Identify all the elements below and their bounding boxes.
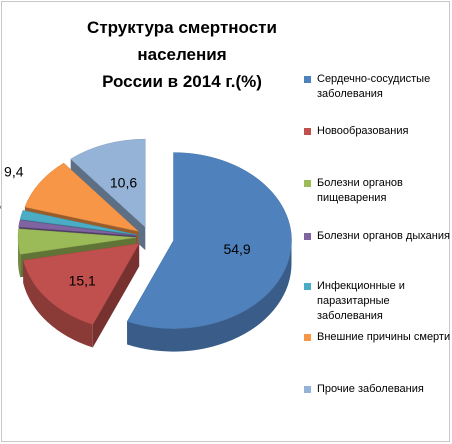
pie-slice-top-digestive xyxy=(17,228,137,255)
legend-label-respiratory: Болезни органов дыхания xyxy=(317,230,450,242)
chart-title-line-2: России в 2014 г.(%) xyxy=(102,72,262,91)
legend-swatch-neoplasms xyxy=(304,128,311,135)
data-label-external: 9,4 xyxy=(4,164,24,180)
legend-swatch-infectious xyxy=(304,283,311,290)
pie-slice-cardiovascular xyxy=(126,152,292,352)
data-label-infectious: 1,6 xyxy=(0,197,1,213)
legend-item-cardiovascular: Сердечно-сосудистые заболевания xyxy=(304,72,452,102)
pie-slice-wall-neoplasms-0 xyxy=(92,243,140,348)
legend-swatch-respiratory xyxy=(304,233,311,240)
legend-swatch-external xyxy=(304,334,311,341)
pie-slice-top-respiratory xyxy=(18,219,137,236)
legend-label-neoplasms: Новообразования xyxy=(317,125,409,137)
legend-item-digestive: Болезни органов пищеварения xyxy=(304,176,452,206)
legend-item-external: Внешние причины смерти xyxy=(304,330,452,345)
pie-slice-top-external xyxy=(24,162,140,232)
legend-item-infectious: Инфекционные и паразитарные заболевания xyxy=(304,279,452,324)
pie-slice-side-neoplasms-0 xyxy=(23,260,93,348)
legend-label-infectious: Инфекционные и паразитарные заболевания xyxy=(317,280,405,322)
legend-item-respiratory: Болезни органов дыхания xyxy=(304,229,452,244)
legend-item-other: Прочие заболевания xyxy=(304,382,452,397)
data-label-cardiovascular: 54,9 xyxy=(223,241,250,257)
chart-title-line-1: Структура смертности населения xyxy=(87,18,277,64)
legend-label-other: Прочие заболевания xyxy=(317,383,424,395)
pie-slice-top-cardiovascular xyxy=(126,152,292,329)
legend-swatch-other xyxy=(304,386,311,393)
legend-swatch-cardiovascular xyxy=(304,76,311,83)
pie-slice-top-other xyxy=(70,138,146,228)
legend-label-cardiovascular: Сердечно-сосудистые заболевания xyxy=(317,73,431,100)
data-label-neoplasms: 15,1 xyxy=(69,273,96,289)
chart-title: Структура смертности населения России в … xyxy=(42,14,322,95)
data-label-other: 10,6 xyxy=(110,174,137,190)
pie-slice-top-infectious xyxy=(19,210,137,235)
pie-slice-side-cardiovascular-0 xyxy=(127,240,292,352)
pie-slice-neoplasms xyxy=(22,243,140,348)
pie-slice-top-neoplasms xyxy=(22,243,140,325)
legend-label-external: Внешние причины смерти xyxy=(317,331,451,343)
legend-item-neoplasms: Новообразования xyxy=(304,124,452,139)
legend-swatch-digestive xyxy=(304,180,311,187)
legend-label-digestive: Болезни органов пищеварения xyxy=(317,177,403,204)
